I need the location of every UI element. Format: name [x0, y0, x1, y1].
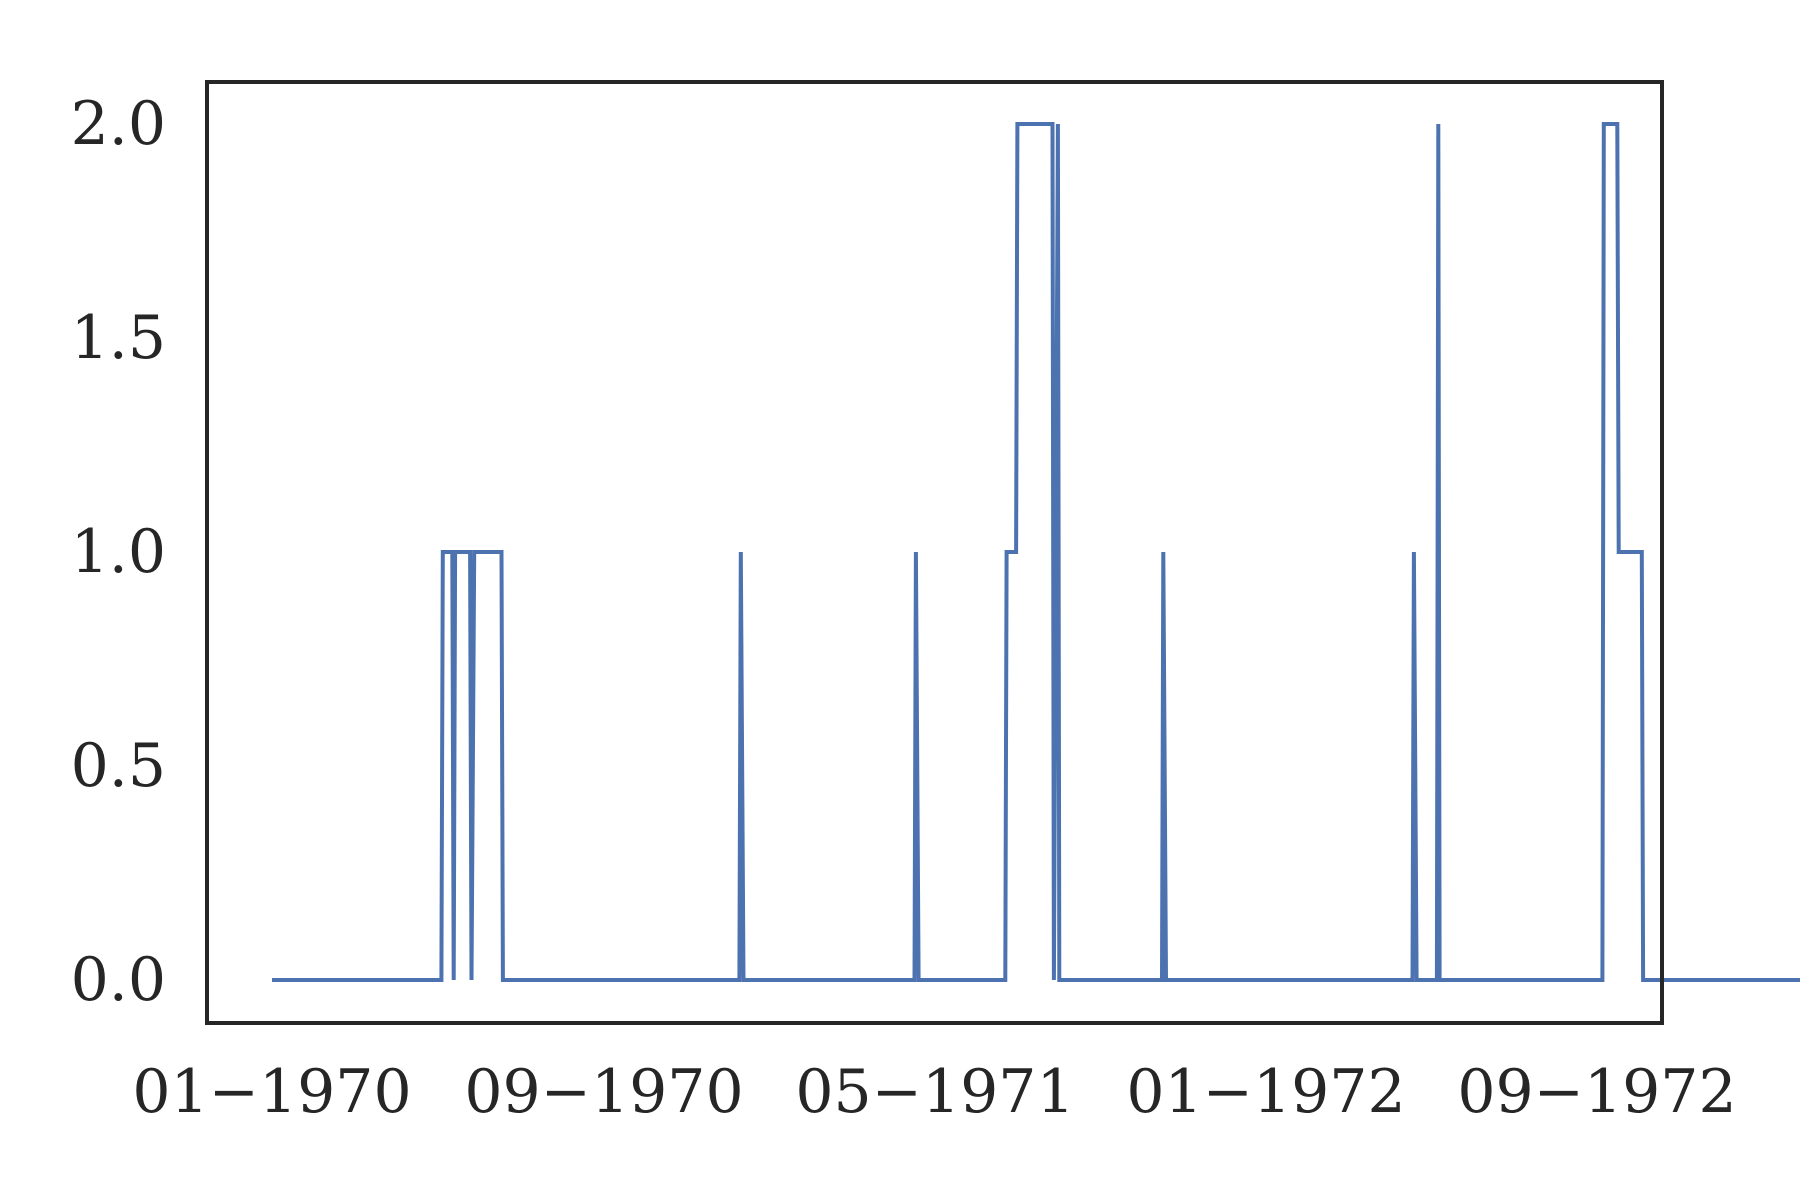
x-tick-label: 01−1972 [1126, 1057, 1405, 1127]
y-tick-label: 2.0 [71, 89, 166, 159]
series-line [272, 122, 1800, 982]
y-tick-label: 1.5 [71, 303, 166, 373]
x-tick-label: 01−1970 [132, 1057, 411, 1127]
plot-frame [205, 80, 1664, 1025]
x-axis-tick-labels: 01−1970 09−1970 05−1971 01−1972 09−1972 [132, 1057, 1736, 1127]
y-tick-label: 0.0 [71, 945, 166, 1015]
y-tick-label: 1.0 [71, 517, 166, 587]
y-axis-tick-labels: 0.0 0.5 1.0 1.5 2.0 [71, 89, 166, 1015]
y-tick-label: 0.5 [71, 731, 166, 801]
series-layer [272, 122, 1800, 982]
x-tick-label: 05−1971 [795, 1057, 1074, 1127]
x-tick-label: 09−1972 [1457, 1057, 1736, 1127]
x-tick-label: 09−1970 [464, 1057, 743, 1127]
